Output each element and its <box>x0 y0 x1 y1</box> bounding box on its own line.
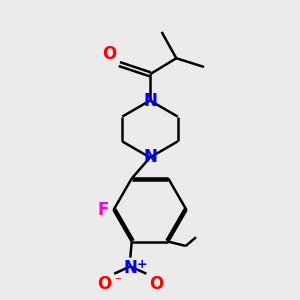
Text: O: O <box>102 45 116 63</box>
Text: N: N <box>143 148 157 166</box>
Text: N: N <box>143 92 157 110</box>
Text: F: F <box>98 201 109 219</box>
Text: +: + <box>136 258 147 271</box>
Text: O: O <box>149 275 164 293</box>
Text: ⁻: ⁻ <box>114 275 121 288</box>
Text: N: N <box>123 259 137 277</box>
Text: O: O <box>97 275 111 293</box>
